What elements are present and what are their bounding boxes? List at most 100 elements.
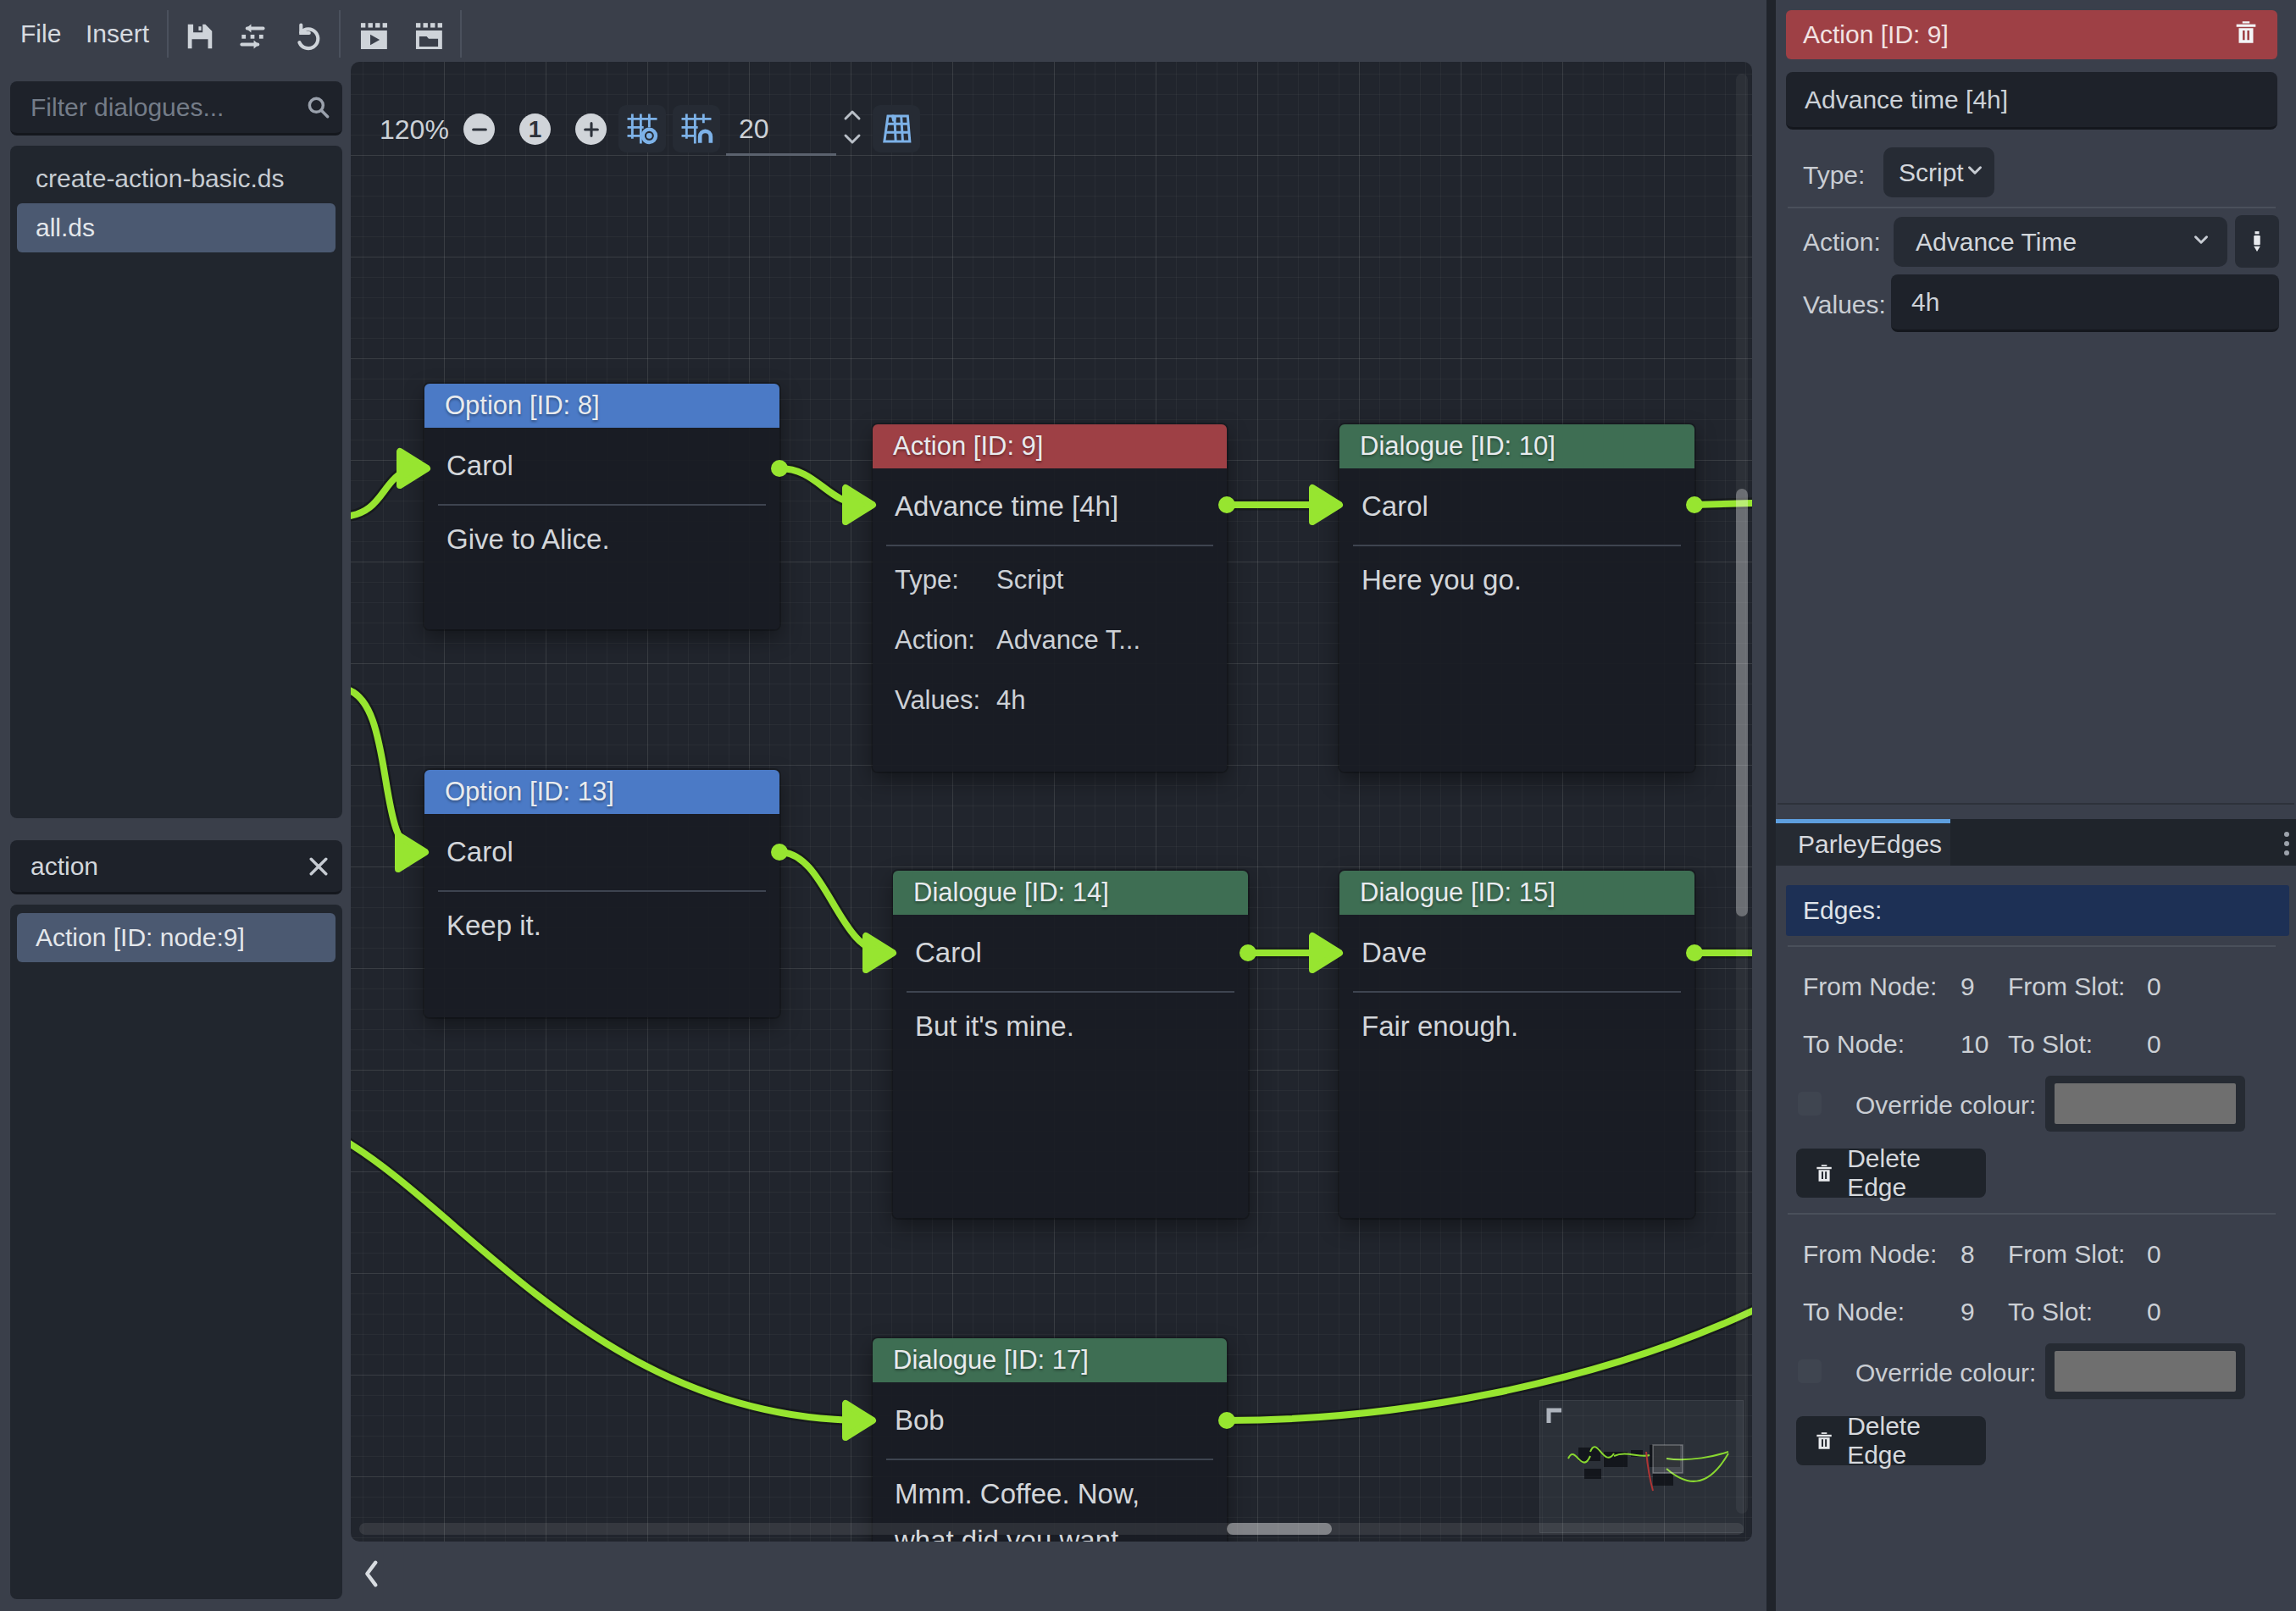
tab-menu-icon[interactable] [2282,831,2291,856]
node-field-row: Action:Advance T... [873,610,1227,670]
snap-distance-button[interactable] [673,105,720,152]
vertical-scrollbar-handle[interactable] [1736,489,1748,916]
menu-insert[interactable]: Insert [86,0,149,68]
node-name-row: Carol [424,814,779,890]
search-result-item[interactable]: Action [ID: node:9] [17,913,336,962]
input-port-arrow [1312,488,1339,522]
override-colour-checkbox[interactable] [1798,1092,1822,1116]
delete-edge-button[interactable]: Delete Edge [1796,1416,1986,1465]
graph-node-dialogue-15[interactable]: Dialogue [ID: 15]DaveFair enough. [1339,871,1694,1218]
input-port-arrow [846,1403,873,1437]
graph-node-dialogue-14[interactable]: Dialogue [ID: 14]CarolBut it's mine. [893,871,1248,1218]
node-description-input[interactable]: Advance time [4h] [1786,72,2277,130]
input-port-arrow [400,451,427,485]
graph-node-action-9[interactable]: Action [ID: 9]Advance time [4h]Type:Scri… [873,424,1227,772]
input-port-arrow [398,835,425,869]
dock-splitter[interactable] [1766,0,1776,1611]
graph-node-option-8[interactable]: Option [ID: 8]CarolGive to Alice. [424,384,779,629]
node-separator [886,545,1213,546]
horizontal-scrollbar-handle[interactable] [1227,1523,1332,1535]
override-colour-checkbox[interactable] [1798,1359,1822,1383]
type-dropdown[interactable]: Script [1883,147,1994,197]
filter-placeholder: Filter dialogues... [10,93,295,122]
node-title[interactable]: Option [ID: 8] [424,384,779,428]
node-field-row: Type:Script [873,550,1227,610]
delete-node-icon[interactable] [2232,18,2260,53]
node-dialogue-text: Here you go. [1339,546,1694,603]
node-name-row: Advance time [4h] [873,468,1227,545]
graph-node-dialogue-17[interactable]: Dialogue [ID: 17]BobMmm. Coffee. Now,wha… [873,1338,1227,1542]
node-title[interactable]: Action [ID: 9] [873,424,1227,468]
node-field-label: Values: [895,685,996,716]
dock-section-divider [1777,803,2294,805]
edges-section-header: Edges: [1786,885,2289,936]
node-title[interactable]: Dialogue [ID: 14] [893,871,1248,915]
delete-edge-button[interactable]: Delete Edge [1796,1149,1986,1198]
snap-distance-spinbox[interactable]: 20 [726,105,836,156]
vertical-scrollbar[interactable] [1736,74,1748,1514]
graph-toolbar: 120% 1 20 [351,62,1752,223]
input-port-arrow [846,488,873,522]
edit-action-button[interactable] [2235,215,2279,268]
node-body: CarolKeep it. [424,814,779,1017]
minimap[interactable] [1539,1400,1744,1533]
edge-from-row: From Node:8 From Slot:0 [1803,1237,2277,1271]
zoom-out-button[interactable] [463,113,495,145]
minimap-toggle-button[interactable] [873,105,920,152]
graph-node-option-13[interactable]: Option [ID: 13]CarolKeep it. [424,770,779,1017]
values-label: Values: [1803,291,1886,319]
horizontal-scrollbar[interactable] [359,1523,1744,1535]
graph-canvas[interactable]: Option [ID: 8]CarolGive to Alice.Action … [351,62,1752,1542]
spin-down-icon[interactable] [842,130,862,151]
filter-dialogues-input[interactable]: Filter dialogues... [10,81,342,136]
dialogue-file-item[interactable]: all.ds [17,203,336,252]
input-port-arrow [866,936,893,970]
dock-tab-bar: ParleyEdges [1776,819,2296,866]
save-icon[interactable] [183,19,217,53]
swap-horizontal-icon[interactable] [236,19,269,53]
menu-file[interactable]: File [20,0,61,68]
collapse-sidebar-chevron[interactable] [356,1557,390,1592]
snap-grid-button[interactable] [618,105,666,152]
node-body: CarolGive to Alice. [424,428,779,629]
film-folder-icon[interactable] [412,19,446,53]
override-colour-swatch[interactable] [2045,1076,2245,1132]
edge-to-row: To Node:9 To Slot:0 [1803,1295,2277,1329]
node-title[interactable]: Dialogue [ID: 15] [1339,871,1694,915]
toolbar-separator [460,10,462,58]
node-title[interactable]: Option [ID: 13] [424,770,779,814]
delete-edge-label: Delete Edge [1847,1144,1969,1202]
node-dialogue-text: Give to Alice. [424,506,779,562]
graph-edge-offscreen-8 [351,468,420,517]
node-name-row: Carol [893,915,1248,991]
film-play-icon[interactable] [357,19,391,53]
toolbar-separator [339,10,341,58]
tab-parleyedges[interactable]: ParleyEdges [1776,819,1950,866]
type-label: Type: [1803,161,1865,190]
override-colour-swatch[interactable] [2045,1343,2245,1399]
zoom-in-button[interactable] [575,113,607,145]
values-input[interactable]: 4h [1891,274,2279,332]
edges-header-label: Edges: [1803,896,1882,925]
zoom-reset-button[interactable]: 1 [519,113,551,145]
edge-from-row: From Node:9 From Slot:0 [1803,970,2277,1004]
node-body: Advance time [4h]Type:ScriptAction:Advan… [873,468,1227,772]
node-field-label: Type: [895,565,996,595]
action-dropdown[interactable]: Advance Time [1894,217,2227,267]
graph-node-dialogue-10[interactable]: Dialogue [ID: 10]CarolHere you go. [1339,424,1694,772]
clear-search-icon[interactable] [295,854,342,879]
node-body: CarolBut it's mine. [893,915,1248,1218]
override-colour-label: Override colour: [1855,1359,2036,1387]
node-body: BobMmm. Coffee. Now,what did you want [873,1382,1227,1542]
tab-parleyedges-label: ParleyEdges [1798,830,1942,859]
node-title[interactable]: Dialogue [ID: 10] [1339,424,1694,468]
node-search-results: Action [ID: node:9] [10,905,342,1599]
inspector-node-title: Action [ID: 9] [1803,20,1949,49]
graph-edge-offscreen-13 [351,689,419,852]
node-title[interactable]: Dialogue [ID: 17] [873,1338,1227,1382]
dialogue-file-item[interactable]: create-action-basic.ds [17,154,336,203]
undo-icon[interactable] [291,19,325,53]
spin-up-icon[interactable] [842,107,862,127]
node-search-input[interactable]: action [10,840,342,894]
inspector-separator [1788,207,2276,208]
